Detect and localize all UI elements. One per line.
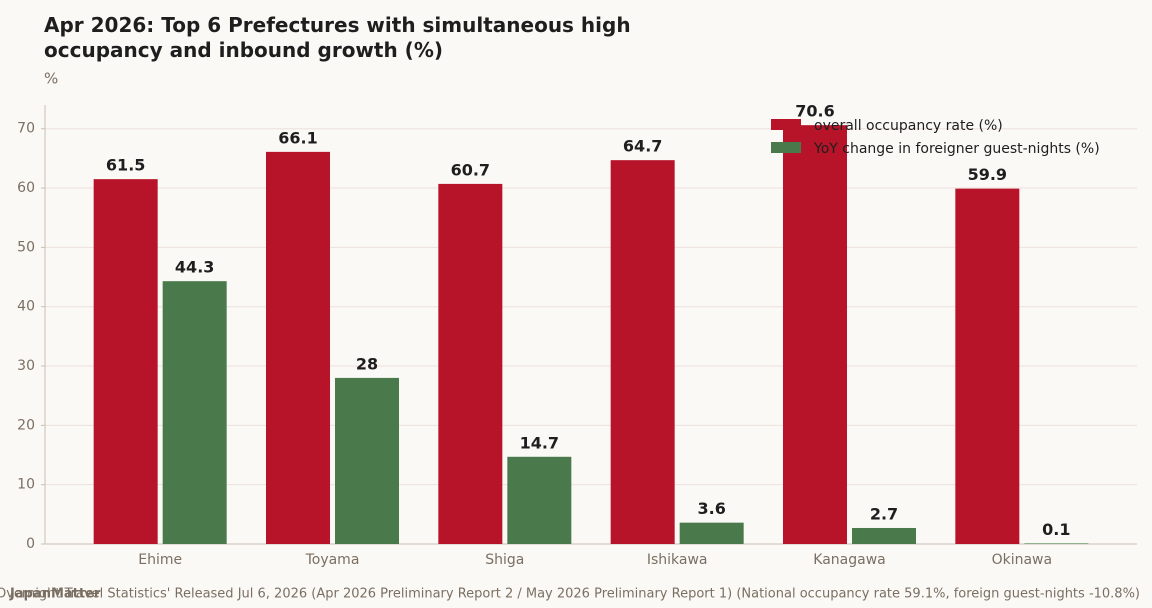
y-tick-label: 70 bbox=[17, 121, 35, 137]
value-label: 2.7 bbox=[870, 504, 898, 523]
chart-title: Apr 2026: Top 6 Prefectures with simulta… bbox=[44, 13, 631, 62]
legend-label: overall occupancy rate (%) bbox=[814, 118, 1003, 134]
value-label: 59.9 bbox=[968, 165, 1007, 184]
x-tick-label: Ishikawa bbox=[647, 552, 708, 568]
bar bbox=[93, 179, 158, 545]
bar bbox=[507, 456, 572, 544]
y-axis-label: % bbox=[44, 70, 58, 88]
brand: JapanMatter bbox=[9, 587, 101, 602]
source: Source: Japan Tourism Agency 'Overnight … bbox=[0, 587, 1140, 602]
value-label: 0.1 bbox=[1042, 520, 1070, 539]
value-label: 70.6 bbox=[795, 102, 834, 121]
y-tick-label: 50 bbox=[17, 239, 35, 255]
value-label: 3.6 bbox=[697, 499, 725, 518]
bar bbox=[852, 527, 916, 544]
x-tick-label: Ehime bbox=[138, 552, 182, 568]
legend-swatch bbox=[771, 119, 801, 130]
x-tick-label: Okinawa bbox=[992, 552, 1053, 568]
x-tick-label: Shiga bbox=[485, 552, 524, 568]
value-label: 14.7 bbox=[520, 433, 559, 452]
bar bbox=[1024, 543, 1089, 544]
value-label: 60.7 bbox=[451, 160, 490, 179]
value-label: 61.5 bbox=[106, 156, 145, 175]
y-tick-label: 20 bbox=[17, 417, 35, 433]
legend-label: YoY change in foreigner guest-nights (%) bbox=[813, 141, 1100, 157]
y-tick-label: 40 bbox=[17, 299, 35, 315]
bar bbox=[783, 125, 847, 544]
bar bbox=[335, 377, 399, 544]
bar bbox=[955, 188, 1020, 545]
y-tick-label: 30 bbox=[17, 358, 35, 374]
y-tick-label: 0 bbox=[26, 536, 35, 552]
bar bbox=[438, 183, 503, 544]
bar bbox=[610, 160, 675, 544]
x-tick-label: Toyama bbox=[305, 552, 360, 568]
bar bbox=[679, 522, 744, 544]
bar bbox=[266, 151, 330, 544]
value-label: 64.7 bbox=[623, 137, 662, 156]
value-label: 28 bbox=[356, 354, 378, 373]
y-tick-label: 10 bbox=[17, 477, 35, 493]
legend-swatch bbox=[771, 142, 801, 153]
y-tick-label: 60 bbox=[17, 180, 35, 196]
value-label: 44.3 bbox=[175, 258, 214, 277]
bar bbox=[162, 281, 227, 544]
value-label: 66.1 bbox=[278, 128, 317, 147]
x-tick-label: Kanagawa bbox=[813, 552, 885, 568]
